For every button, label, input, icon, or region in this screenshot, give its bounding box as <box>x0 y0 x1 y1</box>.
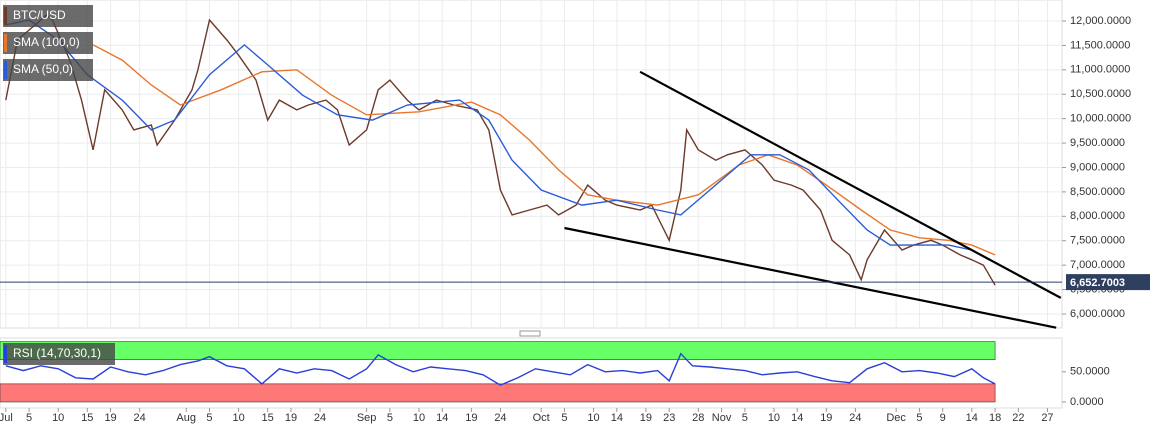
y-tick-label: 8,000.0000 <box>1070 210 1125 222</box>
y-tick-label: 50.0000 <box>1070 366 1110 378</box>
series-line <box>5 352 996 386</box>
legend-swatch <box>4 7 7 25</box>
legend-label: BTC/USD <box>13 8 66 22</box>
x-tick-label: 5 <box>26 412 32 424</box>
legend-swatch <box>4 345 7 363</box>
panel-splitter[interactable] <box>519 330 541 337</box>
x-tick-label: 14 <box>966 412 978 424</box>
y-tick-label: 9,500.0000 <box>1070 137 1125 149</box>
y-tick-label: 10,500.0000 <box>1070 88 1131 100</box>
x-tick-label: 9 <box>940 412 946 424</box>
x-tick-label: 22 <box>1012 412 1024 424</box>
x-tick-label: 10 <box>52 412 64 424</box>
legend-box <box>3 343 115 365</box>
series-line <box>92 44 996 256</box>
legend-label: SMA (50,0) <box>13 62 73 76</box>
x-tick-label: 10 <box>587 412 599 424</box>
y-tick-label: 10,000.0000 <box>1070 113 1131 125</box>
price-panel <box>0 0 1063 329</box>
series-line <box>5 14 996 286</box>
x-tick-label: 19 <box>104 412 116 424</box>
plot-group <box>0 0 1062 329</box>
series-line <box>5 19 990 261</box>
x-tick-label: 23 <box>663 412 675 424</box>
legend-swatch <box>4 34 7 52</box>
y-tick-label: 11,000.0000 <box>1070 64 1130 76</box>
x-tick-label: 28 <box>692 412 704 424</box>
y-tick-label: 12,000.0000 <box>1070 15 1131 27</box>
rsi-band <box>0 341 996 361</box>
x-tick-label: 5 <box>206 412 212 424</box>
plot-group <box>0 341 996 403</box>
x-tick-label: 15 <box>81 412 93 424</box>
x-tick-label: Oct <box>533 412 550 424</box>
x-tick-label: 14 <box>436 412 448 424</box>
x-tick-label: Sep <box>357 412 377 424</box>
x-tick-label: Dec <box>886 412 906 424</box>
x-tick-label: 24 <box>134 412 146 424</box>
x-tick-label: 10 <box>768 412 780 424</box>
x-tick-label: 19 <box>465 412 477 424</box>
x-tick-label: 5 <box>561 412 567 424</box>
legend-box <box>3 32 93 54</box>
legend-label: RSI (14,70,30,1) <box>13 346 101 360</box>
rsi-band <box>0 383 996 403</box>
y-tick-label: 11,500.0000 <box>1070 39 1130 51</box>
x-tick-label: 27 <box>1041 412 1053 424</box>
x-tick-label: Nov <box>712 412 732 424</box>
x-tick-label: 24 <box>314 412 326 424</box>
x-tick-label: 10 <box>232 412 244 424</box>
x-tick-label: 14 <box>611 412 623 424</box>
x-tick-label: 24 <box>849 412 861 424</box>
trend-line <box>639 70 1062 299</box>
x-tick-label: 24 <box>494 412 506 424</box>
x-tick-label: 5 <box>916 412 922 424</box>
y-tick-label: 7,000.0000 <box>1070 259 1125 271</box>
x-tick-label: 19 <box>285 412 297 424</box>
x-tick-label: 18 <box>989 412 1001 424</box>
x-tick-label: 19 <box>820 412 832 424</box>
legend-swatch <box>4 61 7 79</box>
y-tick-label: 7,500.0000 <box>1070 235 1125 247</box>
trend-line <box>564 226 1057 329</box>
x-tick-label: 5 <box>742 412 748 424</box>
y-tick-label: 8,500.0000 <box>1070 186 1125 198</box>
x-tick-label: 15 <box>262 412 274 424</box>
last-price-box <box>1066 274 1150 291</box>
legend-box <box>3 59 93 81</box>
x-tick-label: 14 <box>791 412 803 424</box>
y-tick-label: 0.0000 <box>1070 396 1104 408</box>
x-tick-label: 10 <box>413 412 425 424</box>
x-tick-label: 5 <box>387 412 393 424</box>
x-tick-label: 19 <box>640 412 652 424</box>
x-tick-label: Jul <box>0 412 13 424</box>
legend-box <box>3 5 93 27</box>
legend-label: SMA (100,0) <box>13 35 80 49</box>
y-tick-label: 9,000.0000 <box>1070 161 1125 173</box>
last-price-label: 6,652.7003 <box>1070 277 1125 289</box>
x-tick-label: Aug <box>176 412 196 424</box>
y-tick-label: 6,000.0000 <box>1070 308 1125 320</box>
